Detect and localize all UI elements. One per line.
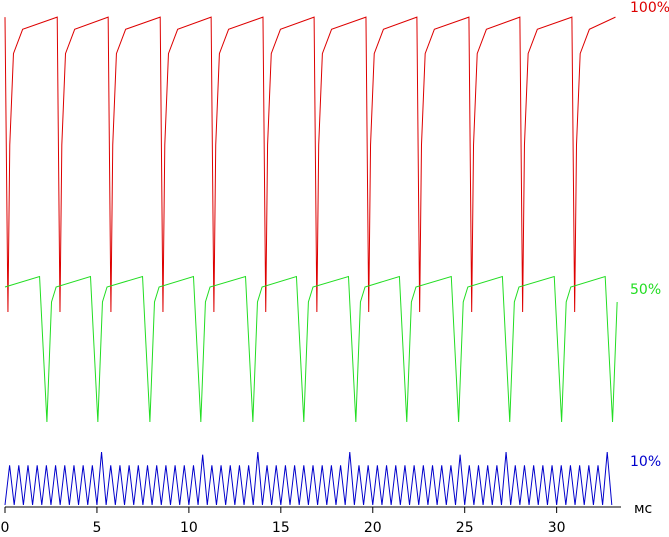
x-tick-label: 25 [456, 520, 474, 536]
series-label: 10% [630, 454, 661, 470]
trace [4, 451, 613, 506]
trace [4, 16, 616, 313]
x-tick-label: 10 [180, 520, 198, 536]
x-axis-label: мс [634, 501, 652, 517]
x-tick-label: 20 [364, 520, 382, 536]
x-tick-label: 0 [1, 520, 10, 536]
x-tick-label: 30 [548, 520, 566, 536]
x-tick-label: 5 [92, 520, 101, 536]
series-label: 50% [630, 282, 661, 298]
x-tick-label: 15 [272, 520, 290, 536]
trace [4, 275, 618, 423]
series-label: 100% [630, 0, 669, 16]
